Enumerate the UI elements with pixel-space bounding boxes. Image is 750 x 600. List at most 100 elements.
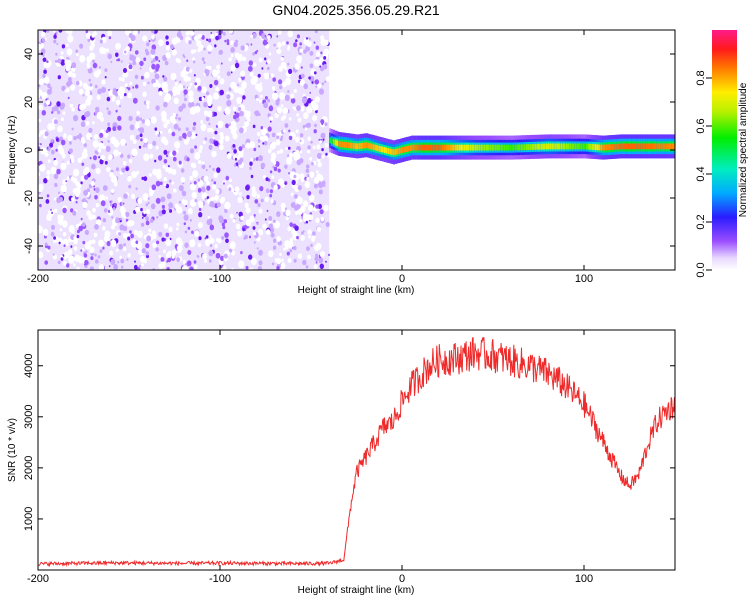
noise-speckle: [56, 168, 61, 175]
colorbar-bar: [712, 30, 737, 270]
noise-speckle: [299, 150, 303, 154]
noise-speckle: [66, 48, 73, 56]
noise-speckle: [135, 57, 140, 63]
noise-speckle: [193, 181, 197, 185]
noise-speckle: [51, 149, 55, 155]
ridge-cell: [609, 144, 612, 150]
noise-speckle: [71, 62, 77, 69]
noise-speckle: [80, 137, 85, 143]
noise-speckle: [127, 236, 131, 241]
ridge-cell: [445, 144, 448, 151]
noise-speckle: [241, 144, 245, 149]
noise-speckle: [148, 228, 152, 233]
noise-speckle: [167, 257, 172, 263]
colorbar-tick-label: 0.8: [695, 70, 707, 85]
noise-speckle: [77, 157, 82, 164]
noise-speckle: [217, 75, 221, 80]
noise-speckle: [38, 78, 44, 86]
noise-speckle: [253, 214, 256, 217]
noise-speckle: [208, 65, 212, 71]
ridge-cell: [618, 143, 621, 150]
spectrogram-y-ticks: -40 -20 0 20 40: [23, 48, 675, 254]
noise-speckle: [270, 199, 274, 204]
noise-speckle: [163, 76, 168, 82]
noise-speckle: [260, 162, 266, 169]
ridge-cell: [498, 144, 501, 151]
ridge-cell: [380, 146, 383, 152]
noise-speckle: [273, 184, 278, 191]
noise-speckle: [96, 94, 101, 101]
noise-speckle: [168, 165, 170, 168]
noise-speckle: [314, 256, 319, 262]
noise-speckle: [315, 242, 322, 250]
noise-speckle: [303, 93, 306, 97]
ridge-cell: [638, 143, 641, 150]
noise-speckle: [158, 90, 163, 96]
noise-speckle: [304, 181, 311, 188]
noise-speckle: [274, 112, 279, 119]
ridge-cell: [505, 144, 508, 151]
noise-speckle: [127, 175, 132, 182]
noise-speckle: [213, 79, 219, 86]
y-tick-label: 1000: [23, 507, 35, 531]
noise-speckle: [293, 245, 297, 251]
noise-speckle: [251, 186, 256, 192]
noise-speckle: [306, 164, 310, 169]
noise-speckle: [45, 199, 50, 204]
noise-speckle: [72, 230, 75, 234]
noise-speckle: [202, 253, 208, 260]
noise-speckle: [290, 94, 294, 99]
noise-speckle: [264, 35, 267, 38]
noise-speckle: [299, 139, 302, 142]
ridge-cell: [496, 144, 499, 151]
noise-speckle: [63, 133, 67, 137]
noise-speckle: [297, 253, 303, 259]
noise-speckle: [120, 258, 125, 264]
noise-speckle: [310, 140, 313, 144]
noise-speckle: [206, 180, 210, 186]
noise-speckle: [230, 64, 236, 72]
noise-speckle: [151, 35, 155, 40]
noise-speckle: [258, 249, 263, 256]
noise-speckle: [76, 234, 80, 239]
noise-speckle: [312, 231, 316, 236]
noise-speckle: [313, 41, 316, 44]
noise-speckle: [87, 64, 91, 69]
noise-speckle: [209, 200, 215, 208]
noise-speckle: [71, 197, 75, 202]
noise-speckle: [293, 151, 297, 156]
noise-speckle: [203, 101, 208, 108]
ridge-cell: [605, 144, 608, 151]
noise-speckle: [314, 71, 317, 75]
noise-speckle: [232, 106, 237, 111]
y-tick-label: 0: [23, 147, 35, 153]
noise-speckle: [299, 48, 304, 53]
ridge-cell: [434, 144, 437, 151]
noise-speckle: [279, 85, 283, 90]
noise-speckle: [60, 257, 64, 261]
x-tick-label: -200: [27, 273, 49, 285]
noise-speckle: [186, 260, 192, 267]
noise-speckle: [213, 140, 219, 147]
noise-speckle: [283, 129, 286, 133]
noise-speckle: [60, 59, 66, 66]
noise-speckle: [219, 144, 224, 151]
noise-speckle: [265, 229, 271, 235]
noise-speckle: [50, 231, 55, 237]
noise-speckle: [205, 235, 209, 239]
noise-speckle: [293, 42, 298, 48]
noise-speckle: [51, 106, 56, 112]
noise-speckle: [105, 196, 108, 200]
noise-speckle: [112, 126, 117, 132]
noise-speckle: [208, 259, 212, 263]
noise-speckle: [168, 226, 173, 232]
ridge-cell: [374, 144, 377, 151]
noise-speckle: [303, 112, 309, 119]
noise-speckle: [189, 148, 195, 154]
noise-speckle: [49, 142, 54, 148]
ridge-cell: [436, 144, 439, 151]
noise-speckle: [89, 83, 93, 87]
noise-speckle: [71, 127, 74, 131]
noise-speckle: [58, 30, 63, 33]
noise-speckle: [296, 113, 300, 117]
